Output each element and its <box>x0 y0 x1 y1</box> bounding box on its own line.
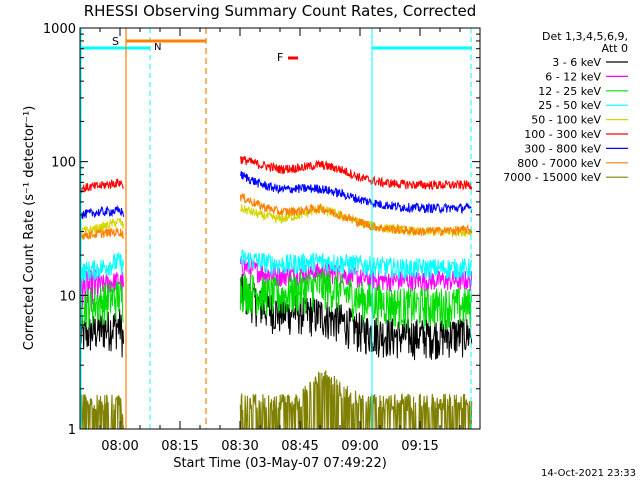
y-axis: 1 10 100 1000 <box>43 22 480 438</box>
y-tick-label: 10 <box>59 289 76 304</box>
y-tick-label: 1000 <box>43 22 76 37</box>
x-tick-label: 08:15 <box>161 439 198 454</box>
series-800-7000-kev <box>80 193 473 241</box>
chart-title: RHESSI Observing Summary Count Rates, Co… <box>84 2 477 20</box>
data-layer <box>80 156 473 430</box>
y-tick-label: 1 <box>68 423 76 438</box>
night-label: N <box>154 42 161 53</box>
legend-label: 50 - 100 keV <box>531 114 601 127</box>
legend-label: 800 - 7000 keV <box>517 157 601 170</box>
legend-label: 7000 - 15000 keV <box>503 171 601 184</box>
x-tick-label: 08:30 <box>221 439 258 454</box>
series-25-50-kev <box>80 248 473 282</box>
legend-label: 6 - 12 keV <box>545 70 601 83</box>
x-tick-label: 08:00 <box>101 439 138 454</box>
footer-timestamp: 14-Oct-2021 23:33 <box>541 468 636 479</box>
series-12-25-kev <box>80 268 473 330</box>
legend-label: 3 - 6 keV <box>552 56 601 69</box>
x-tick-label: 09:00 <box>341 439 378 454</box>
y-axis-label: Corrected Count Rate (s⁻¹ detector⁻¹) <box>22 106 37 351</box>
series-100-300-kev <box>80 156 473 194</box>
legend-label: 300 - 800 keV <box>524 142 601 155</box>
x-axis: 08:00 08:15 08:30 08:45 09:00 09:15 <box>79 28 481 454</box>
y-tick-label: 100 <box>51 156 76 171</box>
x-tick-label: 08:45 <box>281 439 318 454</box>
series-7000-15000-kev <box>80 370 473 430</box>
legend-label: 12 - 25 keV <box>538 85 601 98</box>
x-tick-label: 09:15 <box>401 439 438 454</box>
series-300-800-kev <box>80 170 473 220</box>
annotation-layer: N S F <box>80 28 472 429</box>
x-axis-label: Start Time (03-May-07 07:49:22) <box>173 456 387 471</box>
legend-header-line2: Att 0 <box>602 42 628 55</box>
legend-label: 100 - 300 keV <box>524 128 601 141</box>
flare-label: F <box>277 51 283 64</box>
legend-label: 25 - 50 keV <box>538 99 601 112</box>
legend-header-line1: Det 1,3,4,5,6,9, <box>542 30 628 43</box>
saa-label: S <box>112 35 119 48</box>
